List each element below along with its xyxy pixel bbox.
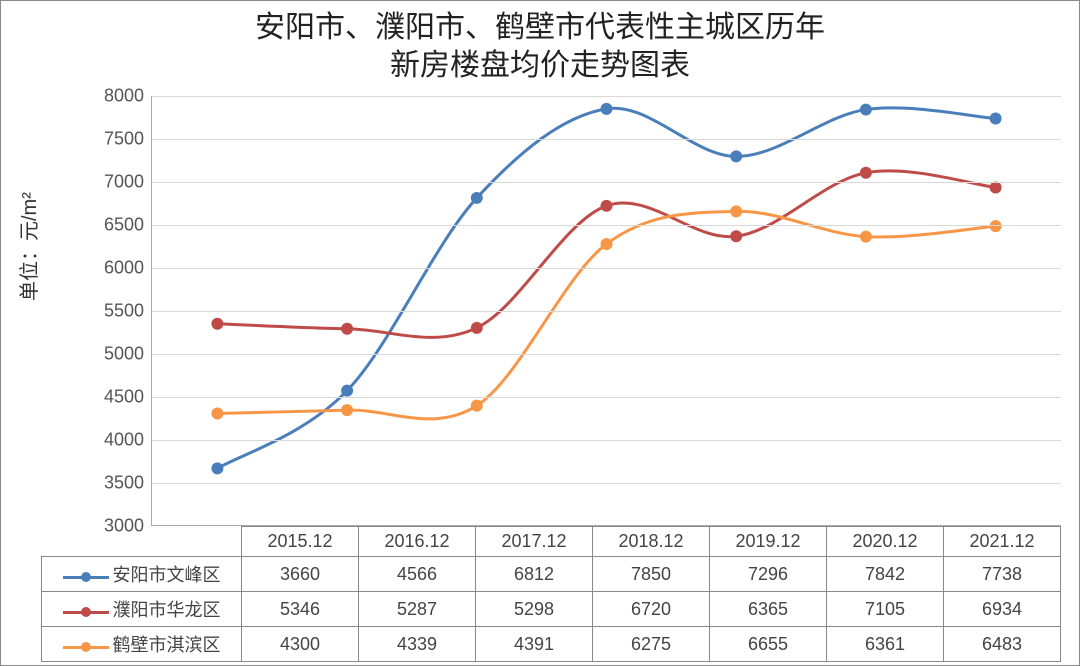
title-line-2: 新房楼盘均价走势图表: [390, 49, 690, 82]
gridline: [152, 311, 1061, 312]
y-axis-label: 单位：元/m²: [13, 192, 42, 301]
gridline: [152, 483, 1061, 484]
gridline: [152, 139, 1061, 140]
gridline: [152, 225, 1061, 226]
table-cell: 6655: [710, 627, 827, 662]
series-marker: [211, 462, 223, 474]
table-cell: 6812: [476, 557, 593, 592]
table-cell: 7296: [710, 557, 827, 592]
legend-swatch: [63, 636, 109, 657]
table-cell: 7105: [827, 592, 944, 627]
table-cell: 7738: [944, 557, 1061, 592]
series-marker: [471, 400, 483, 412]
table-header-cell: 2017.12: [476, 527, 593, 557]
data-table: 2015.122016.122017.122018.122019.122020.…: [41, 526, 1061, 662]
series-marker: [860, 104, 872, 116]
table-cell: 6934: [944, 592, 1061, 627]
series-marker: [990, 112, 1002, 124]
table-header-cell: 2021.12: [944, 527, 1061, 557]
gridline: [152, 354, 1061, 355]
table-header-cell: 2020.12: [827, 527, 944, 557]
table-cell: 7850: [593, 557, 710, 592]
y-tick-label: 7500: [84, 129, 144, 150]
series-marker: [601, 200, 613, 212]
table-header-cell: 2015.12: [242, 527, 359, 557]
y-tick-label: 3000: [84, 516, 144, 537]
series-marker: [211, 318, 223, 330]
legend-dot-icon: [81, 642, 91, 652]
table-header-cell: 2018.12: [593, 527, 710, 557]
legend-swatch: [63, 601, 109, 622]
y-tick-label: 8000: [84, 86, 144, 107]
table-cell: 4339: [359, 627, 476, 662]
table-cell: 5287: [359, 592, 476, 627]
table-cell: 6275: [593, 627, 710, 662]
table-cell: 3660: [242, 557, 359, 592]
series-line: [217, 171, 995, 337]
table-cell: 6365: [710, 592, 827, 627]
series-marker: [860, 167, 872, 179]
y-tick-label: 4500: [84, 387, 144, 408]
table-cell: 5346: [242, 592, 359, 627]
gridline: [152, 440, 1061, 441]
legend-label: 鹤壁市淇滨区: [113, 635, 221, 655]
table-cell: 6720: [593, 592, 710, 627]
table-header-cell: 2019.12: [710, 527, 827, 557]
chart-title: 安阳市、濮阳市、鹤壁市代表性主城区历年 新房楼盘均价走势图表: [1, 1, 1079, 84]
gridline: [152, 397, 1061, 398]
legend-cell: 安阳市文峰区: [42, 557, 242, 592]
legend-cell: 濮阳市华龙区: [42, 592, 242, 627]
table-cell: 6483: [944, 627, 1061, 662]
legend-swatch: [63, 566, 109, 587]
plot-area: [151, 96, 1061, 526]
series-line: [217, 108, 995, 468]
series-marker: [471, 192, 483, 204]
legend-line-icon: [63, 576, 109, 579]
y-tick-label: 6500: [84, 215, 144, 236]
title-line-1: 安阳市、濮阳市、鹤壁市代表性主城区历年: [255, 11, 825, 44]
legend-cell: 鹤壁市淇滨区: [42, 627, 242, 662]
legend-line-icon: [63, 646, 109, 649]
gridline: [152, 96, 1061, 97]
table-row: 安阳市文峰区 3660456668127850729678427738: [42, 557, 1061, 592]
table-cell: 4566: [359, 557, 476, 592]
legend-line-icon: [63, 611, 109, 614]
series-marker: [730, 230, 742, 242]
series-marker: [601, 238, 613, 250]
series-marker: [990, 220, 1002, 232]
series-marker: [730, 205, 742, 217]
table-cell: 5298: [476, 592, 593, 627]
legend-label: 濮阳市华龙区: [113, 600, 221, 620]
table-row: 濮阳市华龙区 5346528752986720636571056934: [42, 592, 1061, 627]
table-cell: 6361: [827, 627, 944, 662]
y-tick-label: 6000: [84, 258, 144, 279]
legend-label: 安阳市文峰区: [113, 565, 221, 585]
y-tick-label: 4000: [84, 430, 144, 451]
table-header-row: 2015.122016.122017.122018.122019.122020.…: [42, 527, 1061, 557]
series-marker: [730, 150, 742, 162]
table-cell: 7842: [827, 557, 944, 592]
series-marker: [341, 323, 353, 335]
legend-dot-icon: [81, 572, 91, 582]
table-header-cell: 2016.12: [359, 527, 476, 557]
table-row: 鹤壁市淇滨区 4300433943916275665563616483: [42, 627, 1061, 662]
chart-container: 安阳市、濮阳市、鹤壁市代表性主城区历年 新房楼盘均价走势图表 单位：元/m² 2…: [0, 0, 1080, 666]
series-marker: [601, 103, 613, 115]
y-tick-label: 5500: [84, 301, 144, 322]
series-marker: [341, 404, 353, 416]
legend-dot-icon: [81, 607, 91, 617]
series-marker: [990, 181, 1002, 193]
y-tick-label: 5000: [84, 344, 144, 365]
y-tick-label: 3500: [84, 473, 144, 494]
table-cell: 4391: [476, 627, 593, 662]
series-marker: [471, 322, 483, 334]
gridline: [152, 182, 1061, 183]
series-marker: [211, 407, 223, 419]
table-cell: 4300: [242, 627, 359, 662]
y-tick-label: 7000: [84, 172, 144, 193]
series-marker: [860, 231, 872, 243]
gridline: [152, 268, 1061, 269]
table-body: 2015.122016.122017.122018.122019.122020.…: [42, 527, 1061, 662]
series-marker: [341, 385, 353, 397]
